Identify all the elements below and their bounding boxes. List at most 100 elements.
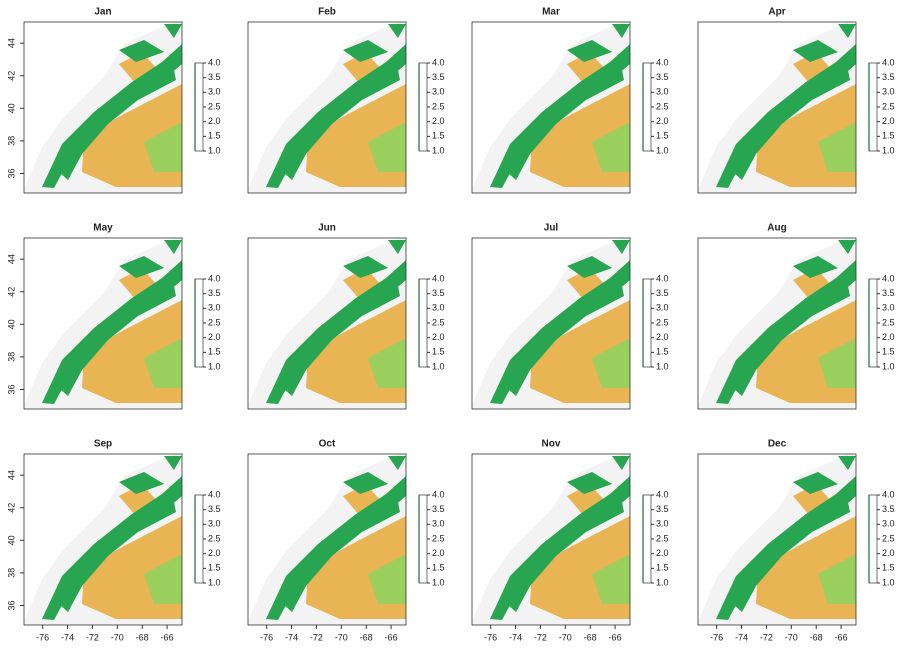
colorbar-tick-label: 3.5: [208, 504, 221, 514]
x-tick-label: -74: [509, 632, 522, 642]
colorbar-tick-label: 2.5: [882, 101, 895, 111]
colorbar-tick-label: 3.5: [656, 288, 669, 298]
colorbar-tick-label: 4.0: [208, 57, 221, 67]
colorbar-tick-label: 3.5: [432, 288, 445, 298]
colorbar: [868, 494, 878, 584]
y-tick-label: 36: [6, 600, 16, 610]
plot-frame: [247, 453, 407, 626]
colorbar-tick-label: 2.0: [432, 548, 445, 558]
plot-frame: [23, 453, 183, 626]
plot-frame: [247, 21, 407, 194]
map-raster: [248, 454, 406, 625]
colorbar: [642, 278, 652, 368]
colorbar-tick-label: 3.0: [882, 87, 895, 97]
colorbar-tick-label: 1.0: [432, 361, 445, 371]
colorbar-tick-label: 1.0: [208, 577, 221, 587]
y-tick-label: 44: [6, 470, 16, 480]
map-raster: [248, 238, 406, 409]
map-raster: [248, 22, 406, 193]
colorbar-tick-label: 2.0: [208, 332, 221, 342]
map-raster: [698, 238, 856, 409]
y-tick-label: 38: [6, 568, 16, 578]
colorbar-tick-label: 2.5: [656, 533, 669, 543]
colorbar-tick-label: 2.5: [208, 533, 221, 543]
x-tick-label: -68: [584, 632, 597, 642]
colorbar-tick-label: 3.5: [882, 504, 895, 514]
map-raster: [472, 22, 630, 193]
y-tick-label: 40: [6, 319, 16, 329]
colorbar-tick-label: 3.5: [432, 504, 445, 514]
x-tick-label: -68: [810, 632, 823, 642]
colorbar-tick-label: 1.0: [656, 577, 669, 587]
x-tick-label: -72: [86, 632, 99, 642]
y-tick-label: 44: [6, 254, 16, 264]
colorbar-tick-label: 1.0: [656, 361, 669, 371]
x-tick-label: -72: [534, 632, 547, 642]
plot-frame: [471, 21, 631, 194]
x-tick-label: -72: [760, 632, 773, 642]
colorbar-tick-label: 4.0: [432, 57, 445, 67]
map-raster: [24, 238, 182, 409]
colorbar-tick-label: 4.0: [208, 489, 221, 499]
colorbar-tick-label: 1.5: [882, 131, 895, 141]
x-tick-label: -74: [285, 632, 298, 642]
colorbar-tick-label: 1.5: [208, 131, 221, 141]
colorbar-tick-label: 3.5: [208, 72, 221, 82]
panel-title: Apr: [768, 7, 785, 18]
panel-title: Jun: [318, 223, 336, 234]
x-tick-label: -72: [310, 632, 323, 642]
x-tick-label: -76: [260, 632, 273, 642]
colorbar-tick-label: 4.0: [656, 273, 669, 283]
colorbar-tick-label: 3.0: [656, 303, 669, 313]
colorbar-tick-label: 2.0: [882, 548, 895, 558]
colorbar: [418, 62, 428, 152]
map-raster: [472, 238, 630, 409]
y-tick-label: 36: [6, 384, 16, 394]
colorbar-tick-label: 2.5: [882, 533, 895, 543]
y-tick-label: 38: [6, 352, 16, 362]
plot-frame: [697, 21, 857, 194]
colorbar-tick-label: 2.5: [432, 533, 445, 543]
x-tick-label: -66: [609, 632, 622, 642]
x-tick-label: -66: [385, 632, 398, 642]
colorbar-tick-label: 1.0: [882, 361, 895, 371]
colorbar-tick-label: 1.5: [208, 347, 221, 357]
colorbar-tick-label: 1.5: [432, 347, 445, 357]
panel-title: Nov: [542, 439, 561, 450]
colorbar-tick-label: 3.0: [656, 519, 669, 529]
colorbar-tick-label: 1.0: [432, 145, 445, 155]
colorbar-tick-label: 3.0: [882, 519, 895, 529]
colorbar: [194, 494, 204, 584]
colorbar-tick-label: 4.0: [882, 57, 895, 67]
colorbar-tick-label: 4.0: [882, 273, 895, 283]
x-tick-label: -68: [136, 632, 149, 642]
x-tick-label: -76: [710, 632, 723, 642]
colorbar-tick-label: 2.0: [208, 116, 221, 126]
colorbar: [194, 62, 204, 152]
colorbar-tick-label: 4.0: [432, 489, 445, 499]
colorbar-tick-label: 2.5: [208, 101, 221, 111]
plot-frame: [471, 237, 631, 410]
panel-title: Oct: [319, 439, 336, 450]
colorbar-tick-label: 1.0: [882, 145, 895, 155]
x-tick-label: -68: [360, 632, 373, 642]
x-tick-label: -76: [484, 632, 497, 642]
colorbar-tick-label: 3.0: [656, 87, 669, 97]
y-tick-label: 38: [6, 136, 16, 146]
x-tick-label: -66: [835, 632, 848, 642]
colorbar-tick-label: 2.5: [432, 317, 445, 327]
colorbar-tick-label: 4.0: [432, 273, 445, 283]
map-raster: [24, 22, 182, 193]
colorbar: [418, 494, 428, 584]
colorbar-tick-label: 2.5: [432, 101, 445, 111]
x-tick-label: -66: [161, 632, 174, 642]
y-tick-label: 42: [6, 287, 16, 297]
x-tick-label: -74: [61, 632, 74, 642]
colorbar-tick-label: 3.0: [208, 303, 221, 313]
colorbar-tick-label: 1.0: [656, 145, 669, 155]
colorbar-tick-label: 1.5: [882, 347, 895, 357]
colorbar-tick-label: 3.0: [208, 519, 221, 529]
y-tick-label: 42: [6, 71, 16, 81]
colorbar-tick-label: 1.5: [882, 563, 895, 573]
colorbar-tick-label: 2.0: [882, 116, 895, 126]
